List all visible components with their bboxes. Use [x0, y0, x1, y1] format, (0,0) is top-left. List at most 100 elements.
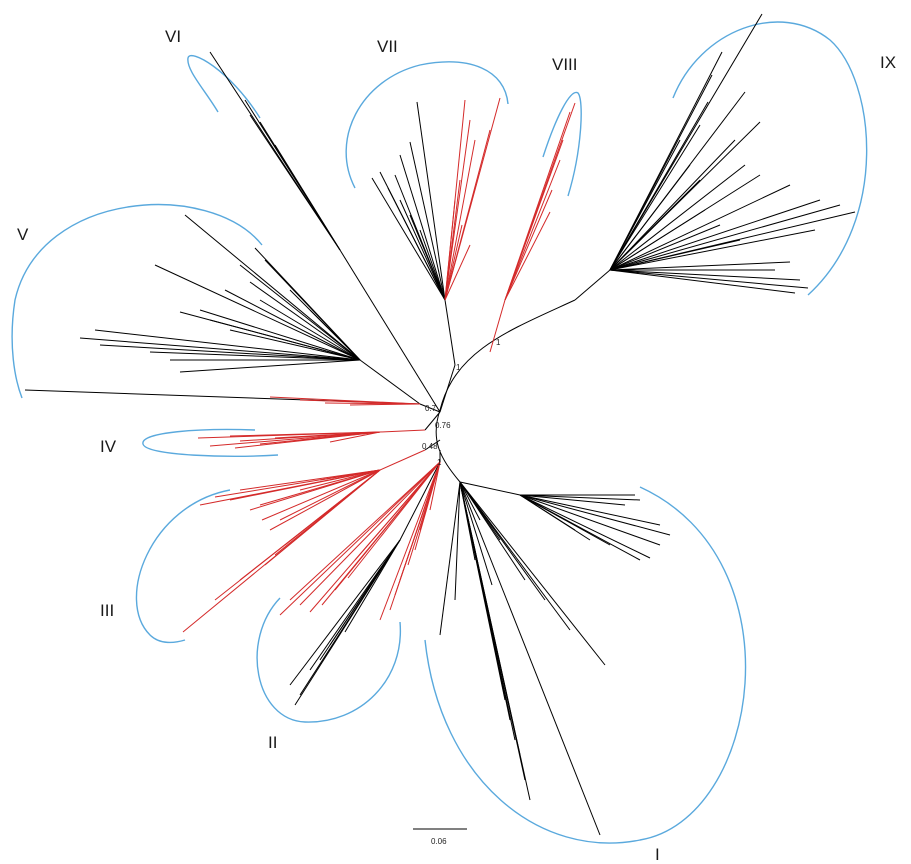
branch-clade-IX [609, 199, 821, 271]
tree-branches [24, 13, 856, 836]
backbone-branch [424, 439, 441, 451]
support-values: 1 1 0.7 0.76 0.48 1 [422, 338, 501, 467]
branch-clade-V [224, 289, 361, 361]
branch-clade-IV [299, 431, 381, 441]
branch-clade-III [261, 469, 381, 521]
branch-clade-VII [444, 224, 463, 301]
support-value: 0.76 [435, 421, 451, 430]
clade-label-VII: VII [377, 37, 398, 56]
branch-clade-IV [274, 431, 381, 439]
branch-clade-II [347, 461, 441, 579]
branch-clade-IX [609, 124, 701, 271]
branch-clade-VII [416, 101, 446, 301]
branch-clade-VII [387, 187, 446, 301]
clade-arc-II [256, 597, 402, 723]
branch-clade-IX [609, 261, 791, 271]
branch-clade-I [519, 494, 641, 501]
branch-clade-II [379, 461, 441, 621]
branch-clade-IX [609, 101, 709, 271]
branch [399, 461, 441, 541]
branch-clade-III [319, 469, 381, 481]
branch-clade-VIII [504, 211, 551, 301]
branch-clade-V [94, 329, 361, 361]
clade-arc-IV [142, 428, 279, 457]
branch [379, 449, 426, 471]
branch-clade-V [199, 309, 361, 361]
support-value: 1 [437, 458, 442, 467]
branch-clade-I [439, 481, 461, 636]
scale-bar: 0.06 [413, 828, 467, 846]
branch-clade-IX [609, 164, 746, 271]
branch-clade-V [309, 309, 361, 361]
branch-clade-VIII [504, 159, 561, 301]
branch-clade-IX [609, 224, 721, 271]
branch-clade-VII [409, 141, 446, 301]
branch-clade-III [182, 469, 381, 633]
branch-clade-I [459, 481, 601, 836]
branch-clade-V [179, 359, 361, 373]
branch-clade-I [459, 481, 493, 586]
branch-clade-VII [399, 154, 446, 301]
clade-label-II: II [268, 733, 277, 752]
branch-clade-V [79, 337, 361, 361]
branch-clade-VII [444, 97, 501, 301]
branch-clade-V [184, 214, 361, 361]
branch-clade-IX [609, 184, 791, 271]
branch-clade-II [419, 461, 441, 531]
clade-arc-III [135, 489, 231, 644]
branch-clade-IX [609, 164, 691, 271]
clade-arc-VIII [542, 91, 582, 197]
branch-clade-II [289, 461, 441, 601]
branch-clade-I [459, 481, 511, 721]
branch-clade-II [289, 539, 401, 686]
branch-clade-III [269, 469, 381, 531]
branch-clade-IX [609, 209, 706, 271]
branch-clade-V [259, 299, 361, 361]
branch-clade-II [429, 461, 441, 511]
clade-label-IX: IX [880, 53, 896, 72]
branch-clade-III [214, 469, 381, 601]
branch-clade-IX [609, 229, 816, 271]
clade-label-VIII: VIII [552, 55, 578, 74]
branch [574, 269, 611, 301]
clade-label-I: I [655, 845, 660, 864]
branch-clade-V [264, 259, 361, 361]
clade-arc-VI [187, 54, 261, 119]
clade-label-IV: IV [100, 437, 117, 456]
branch-clade-I [519, 494, 576, 531]
branch-clade-IX [609, 239, 741, 271]
branch-clade-VI [274, 144, 341, 251]
branch-clade-IX [609, 269, 796, 294]
branch-clade-I [519, 494, 566, 521]
clade-label-III: III [100, 601, 114, 620]
branch-clade-I [454, 481, 461, 601]
branch-clade-VII [444, 199, 456, 301]
branch-clade-V [239, 264, 361, 361]
branch-clade-III [279, 469, 381, 521]
branch-clade-I [519, 494, 661, 546]
branch-clade-IV [329, 431, 381, 443]
branch-clade-I [459, 481, 481, 521]
branch-clade-VII [409, 214, 446, 301]
branch-clade-II [354, 461, 441, 561]
clade-arc-VII [345, 61, 509, 189]
branch-clade-I [459, 481, 606, 666]
branch-clade-IV [229, 431, 381, 437]
branch-clade-II [299, 539, 401, 696]
branch-clade-II [279, 461, 441, 616]
clade-arc-V [11, 203, 263, 399]
clade-arc-I [424, 486, 747, 844]
branch-clade-VII [399, 199, 446, 301]
branch-clade-III [239, 469, 381, 491]
branch-clade-II [399, 461, 441, 581]
branch-clade-VI [249, 114, 341, 251]
branch [359, 359, 421, 405]
support-value: 1 [456, 363, 461, 372]
clade-label-V: V [17, 225, 29, 244]
branch-clade-VIII [504, 139, 564, 301]
branch [489, 299, 506, 353]
branch-clade-I [519, 494, 651, 559]
branch-clade-II [344, 539, 401, 633]
branch-clade-VII [371, 177, 446, 301]
